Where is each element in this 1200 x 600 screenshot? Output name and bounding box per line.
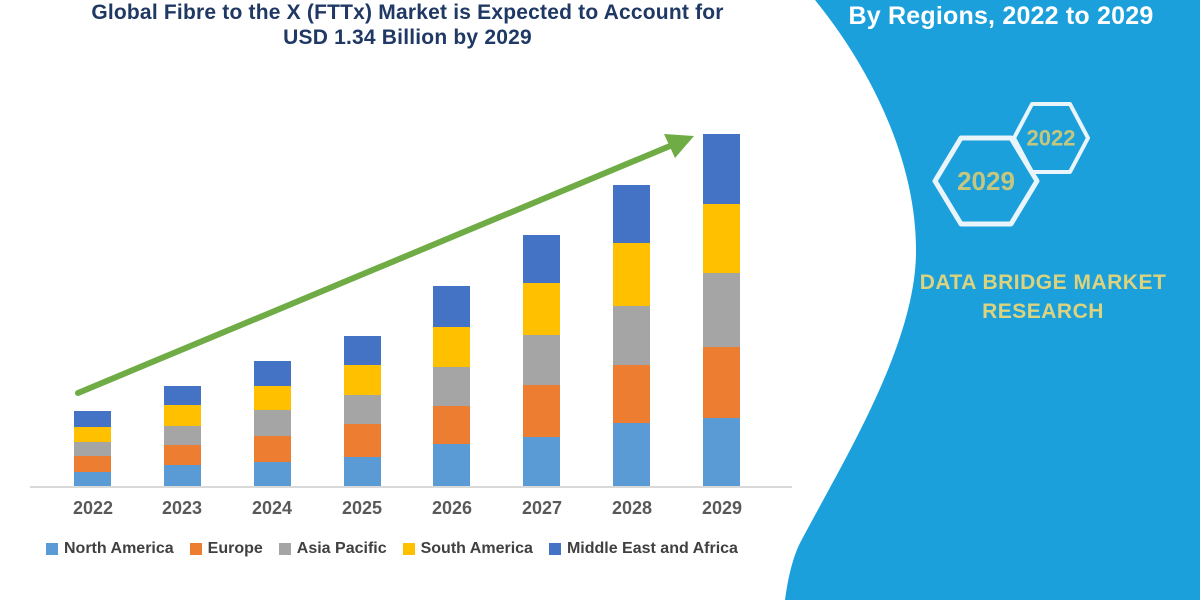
bar-2027	[523, 235, 560, 486]
x-axis-label-2028: 2028	[611, 498, 653, 518]
segment-2024-north-america	[254, 462, 291, 486]
legend: North America Europe Asia Pacific South Ame…	[46, 540, 738, 558]
legend-label: Asia Pacific	[296, 540, 387, 557]
chart-title-line1: Global Fibre to the X (FTTx) Market is E…	[91, 1, 724, 24]
segment-2023-asia-pacific	[164, 426, 201, 445]
segment-2025-north-america	[344, 457, 381, 486]
x-axis-label-2022: 2022	[72, 498, 114, 518]
segment-2025-south-america	[344, 365, 381, 395]
segment-2026-south-america	[433, 327, 470, 367]
segment-2026-north-america	[433, 444, 470, 486]
segment-2022-middle-east-and-africa	[74, 411, 111, 427]
chart-title: Global Fibre to the X (FTTx) Market is E…	[50, 0, 765, 50]
segment-2026-europe	[433, 406, 470, 444]
segment-2029-south-america	[703, 204, 740, 273]
legend-item-europe: Europe	[189, 540, 263, 558]
legend-label: North America	[64, 540, 174, 557]
bar-2028	[613, 185, 650, 486]
segment-2028-north-america	[613, 423, 650, 486]
chart-title-line2: USD 1.34 Billion by 2029	[283, 26, 532, 49]
segment-2022-south-america	[74, 427, 111, 442]
segment-2022-north-america	[74, 472, 111, 486]
legend-label: South America	[420, 540, 533, 557]
bar-2023	[164, 386, 201, 486]
x-axis-label-2029: 2029	[701, 498, 743, 518]
segment-2025-europe	[344, 424, 381, 457]
legend-item-south-america: South America	[402, 540, 533, 558]
segment-2022-asia-pacific	[74, 442, 111, 456]
x-axis-label-2025: 2025	[341, 498, 383, 518]
segment-2023-middle-east-and-africa	[164, 386, 201, 405]
bar-2029	[703, 134, 740, 486]
segment-2026-middle-east-and-africa	[433, 286, 470, 327]
x-axis-label-2026: 2026	[431, 498, 473, 518]
segment-2022-europe	[74, 456, 111, 472]
segment-2025-middle-east-and-africa	[344, 336, 381, 365]
segment-2028-south-america	[613, 243, 650, 306]
segment-2029-north-america	[703, 418, 740, 486]
segment-2027-middle-east-and-africa	[523, 235, 560, 283]
segment-2027-north-america	[523, 437, 560, 486]
x-axis-label-2027: 2027	[521, 498, 563, 518]
segment-2026-asia-pacific	[433, 367, 470, 406]
legend-swatch-icon	[189, 543, 202, 555]
x-axis-label-2023: 2023	[161, 498, 203, 518]
segment-2023-south-america	[164, 405, 201, 426]
legend-swatch-icon	[278, 543, 291, 555]
segment-2027-europe	[523, 385, 560, 437]
segment-2027-asia-pacific	[523, 335, 560, 385]
segment-2029-asia-pacific	[703, 273, 740, 347]
legend-swatch-icon	[46, 543, 58, 555]
legend-swatch-icon	[548, 543, 561, 555]
segment-2028-middle-east-and-africa	[613, 185, 650, 243]
brand-name: DATA BRIDGE MARKET RESEARCH	[919, 271, 1167, 323]
segment-2027-south-america	[523, 283, 560, 335]
legend-label: Europe	[207, 540, 263, 557]
segment-2028-asia-pacific	[613, 306, 650, 365]
segment-2028-europe	[613, 365, 650, 423]
segment-2024-middle-east-and-africa	[254, 361, 291, 386]
legend-label: Middle East and Africa	[566, 540, 738, 557]
panel-heading: By Regions, 2022 to 2029	[848, 2, 1154, 30]
legend-item-asia-pacific: Asia Pacific	[278, 540, 387, 558]
segment-2024-asia-pacific	[254, 410, 291, 436]
segment-2023-north-america	[164, 465, 201, 486]
bar-2022	[74, 411, 111, 486]
bar-2024	[254, 361, 291, 486]
legend-item-north-america: North America	[46, 540, 174, 558]
segment-2023-europe	[164, 445, 201, 465]
x-axis-label-2024: 2024	[251, 498, 293, 518]
segment-2024-europe	[254, 436, 291, 462]
segment-2029-middle-east-and-africa	[703, 134, 740, 204]
bar-2026	[433, 286, 470, 486]
x-axis-line	[30, 486, 792, 488]
bar-2025	[344, 336, 381, 486]
segment-2024-south-america	[254, 386, 291, 410]
legend-item-middle-east-and-africa: Middle East and Africa	[548, 540, 738, 558]
legend-swatch-icon	[402, 543, 415, 555]
segment-2025-asia-pacific	[344, 395, 381, 424]
segment-2029-europe	[703, 347, 740, 418]
